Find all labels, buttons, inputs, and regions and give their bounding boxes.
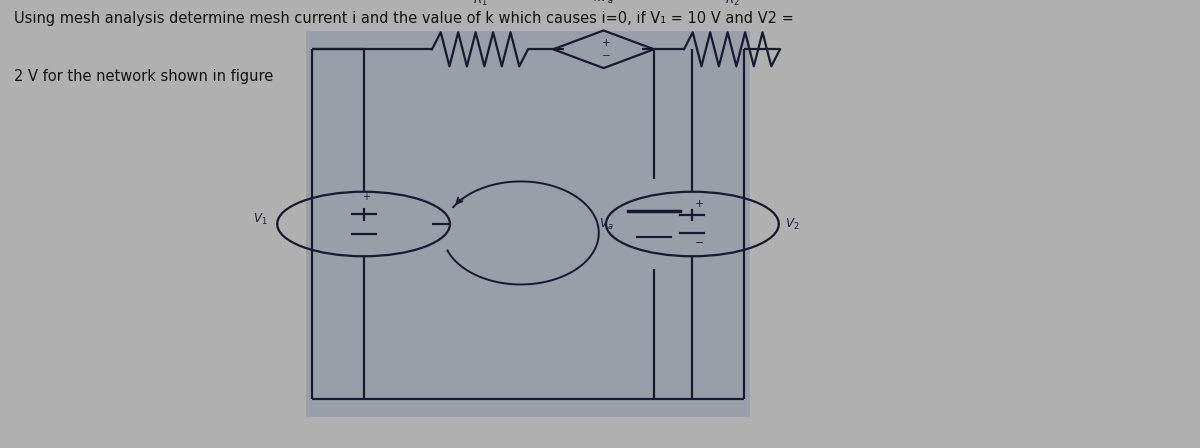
Bar xyxy=(306,31,750,417)
Text: $R_2$: $R_2$ xyxy=(725,0,739,8)
Text: $V_a$: $V_a$ xyxy=(599,216,613,232)
Text: +: + xyxy=(362,193,370,202)
Text: Using mesh analysis determine mesh current i and the value of k which causes i=0: Using mesh analysis determine mesh curre… xyxy=(14,11,794,26)
Text: $kV_a$: $kV_a$ xyxy=(593,0,614,6)
Text: $V_2$: $V_2$ xyxy=(785,216,799,232)
Text: $R_1$: $R_1$ xyxy=(473,0,487,8)
Text: +: + xyxy=(695,199,704,209)
Text: +: + xyxy=(601,38,611,48)
Text: −: − xyxy=(695,238,704,248)
Text: 2 V for the network shown in figure: 2 V for the network shown in figure xyxy=(14,69,274,84)
Text: $V_1$: $V_1$ xyxy=(253,212,268,227)
Text: −: − xyxy=(601,52,611,61)
